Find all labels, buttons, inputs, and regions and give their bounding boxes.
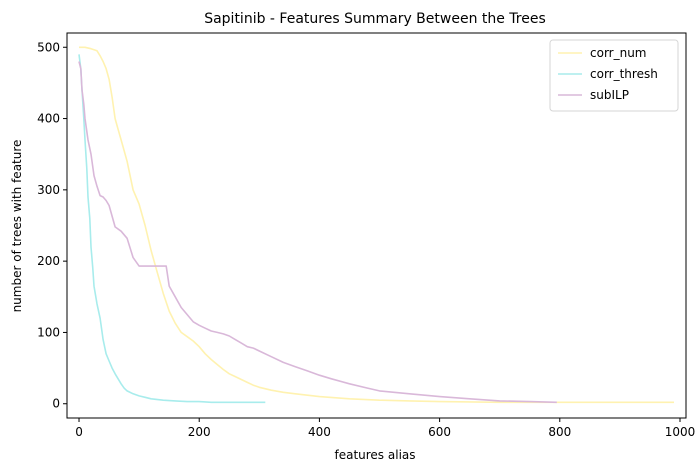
x-tick-label: 1000 xyxy=(665,425,695,439)
x-axis: 0 200 400 600 800 1000 xyxy=(75,418,695,439)
y-axis-label: number of trees with feature xyxy=(10,140,24,313)
y-axis: 0 100 200 300 400 500 xyxy=(37,40,67,411)
x-axis-label: features alias xyxy=(334,448,415,462)
series-line-subilp xyxy=(78,61,557,404)
x-tick-label: 0 xyxy=(75,425,83,439)
legend-label: corr_num xyxy=(590,46,647,60)
chart-title: Sapitinib - Features Summary Between the… xyxy=(204,11,546,27)
y-tick-label: 400 xyxy=(37,112,60,126)
legend-box xyxy=(549,39,679,112)
plot-area xyxy=(78,46,674,404)
legend-label: subILP xyxy=(590,88,629,102)
y-tick-label: 300 xyxy=(37,183,60,197)
plot-frame xyxy=(66,32,687,419)
series-line-corr-thresh xyxy=(78,54,266,404)
legend: corr_num corr_thresh subILP xyxy=(549,39,679,112)
y-tick-label: 500 xyxy=(37,40,60,54)
series-line-corr-num xyxy=(79,46,674,404)
x-tick-label: 600 xyxy=(428,425,451,439)
x-tick-label: 400 xyxy=(308,425,331,439)
y-tick-label: 0 xyxy=(52,397,60,411)
legend-label: corr_thresh xyxy=(590,67,658,81)
y-tick-label: 100 xyxy=(37,325,60,339)
x-tick-label: 800 xyxy=(548,425,571,439)
y-tick-label: 200 xyxy=(37,254,60,268)
x-tick-label: 200 xyxy=(188,425,211,439)
